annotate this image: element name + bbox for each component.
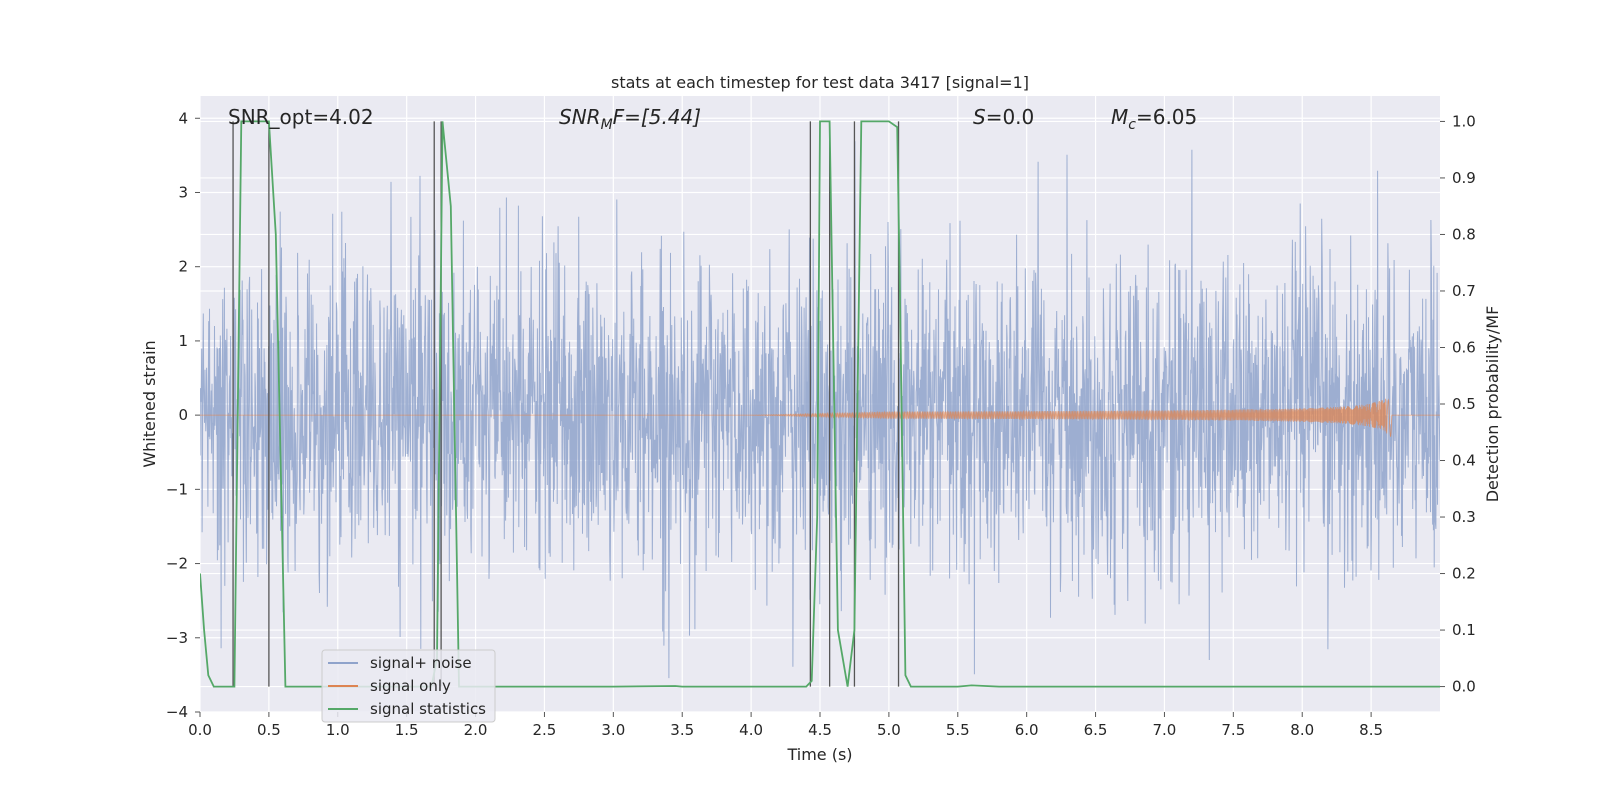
legend-box: [321, 649, 496, 723]
annotation-s-rest: =0.0: [986, 105, 1035, 129]
chart-title: stats at each timestep for test data 341…: [611, 73, 1029, 92]
y-tick-label: 2: [178, 258, 188, 276]
y2-tick-label: 0.5: [1452, 395, 1476, 413]
annotation-snr-mf-sub: M: [601, 117, 613, 133]
y2-axis-ticks: 1.0 0.9 0.8 0.7 0.6 0.5 0.4 0.3 0.2 0.1 0.0: [1440, 112, 1476, 696]
annotation-s: S=0.0: [973, 105, 1034, 129]
x-tick-label: 1.0: [326, 721, 350, 739]
x-tick-label: 2.0: [464, 721, 488, 739]
signal-statistics-series: [200, 120, 1440, 688]
annotation-snr-mf-rest: F=[5.44]: [613, 105, 701, 129]
x-tick-label: 8.0: [1290, 721, 1314, 739]
annotation-mc: Mc=6.05: [1111, 105, 1197, 133]
y-axis-label: Whitened strain: [140, 340, 159, 467]
y2-tick-label: 0.2: [1452, 565, 1476, 583]
y2-tick-label: 0.7: [1452, 282, 1476, 300]
x-axis-label: Time (s): [786, 745, 852, 764]
y2-axis-label: Detection probability/MF: [1483, 306, 1502, 503]
y2-tick-label: 0.3: [1452, 508, 1476, 526]
legend: signal+ noise signal only signal statist…: [321, 649, 496, 723]
x-tick-label: 8.5: [1359, 721, 1383, 739]
x-tick-label: 5.0: [877, 721, 901, 739]
x-axis-ticks: 0.0 0.5 1.0 1.5 2.0 2.5 3.0 3.5 4.0 4.5 5.0 5.5 6.0 6…: [188, 712, 1383, 739]
x-tick-label: 6.0: [1015, 721, 1039, 739]
x-tick-label: 4.5: [808, 721, 832, 739]
annotation-mc-rest: =6.05: [1136, 105, 1197, 129]
annotation-s-italic: S: [973, 105, 986, 129]
x-tick-label: 0.0: [188, 721, 212, 739]
y-tick-label: −1: [166, 480, 188, 498]
x-tick-label: 3.5: [670, 721, 694, 739]
annotation-mc-sub: c: [1128, 117, 1136, 133]
x-tick-label: 6.5: [1084, 721, 1108, 739]
y2-tick-label: 0.0: [1452, 678, 1476, 696]
x-tick-label: 4.0: [739, 721, 763, 739]
legend-label-signal-statistics: signal statistics: [370, 700, 486, 718]
legend-label-signal-only: signal only: [370, 677, 451, 695]
legend-label-signal-noise: signal+ noise: [370, 654, 472, 672]
y-tick-label: 4: [178, 109, 188, 127]
x-tick-label: 7.0: [1153, 721, 1177, 739]
y-axis-ticks: 4 3 2 1 0 −1 −2 −3 −4: [166, 109, 200, 721]
y2-tick-label: 0.6: [1452, 338, 1476, 356]
annotation-snr-mf-italic: SNR: [559, 105, 601, 129]
y-tick-label: −4: [166, 703, 188, 721]
vertical-markers: [232, 121, 900, 687]
x-tick-label: 0.5: [257, 721, 281, 739]
y2-tick-label: 0.1: [1452, 621, 1476, 639]
y2-tick-label: 0.4: [1452, 452, 1476, 470]
series-layer: [200, 120, 1440, 688]
y-tick-label: −3: [166, 629, 188, 647]
y-tick-label: −2: [166, 555, 188, 573]
y-tick-label: 3: [178, 183, 188, 201]
annotation-snr-mf: SNRMF=[5.44]: [559, 105, 701, 133]
y-tick-label: 1: [178, 332, 188, 350]
x-tick-label: 5.5: [946, 721, 970, 739]
y2-tick-label: 1.0: [1452, 112, 1476, 130]
x-tick-label: 7.5: [1221, 721, 1245, 739]
y2-tick-label: 0.9: [1452, 169, 1476, 187]
y-tick-label: 0: [178, 406, 188, 424]
annotation-snr-opt: SNR_opt=4.02: [228, 105, 374, 129]
y2-tick-label: 0.8: [1452, 225, 1476, 243]
signal-noise-series: [200, 141, 1440, 679]
x-tick-label: 1.5: [395, 721, 419, 739]
annotation-mc-italic: M: [1111, 105, 1128, 129]
x-tick-label: 3.0: [601, 721, 625, 739]
x-tick-label: 2.5: [533, 721, 557, 739]
